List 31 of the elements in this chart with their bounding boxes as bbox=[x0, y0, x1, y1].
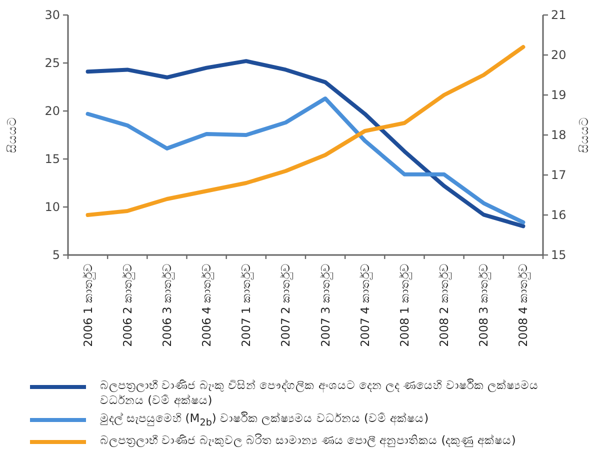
line-series bbox=[86, 96, 526, 224]
y-tick-label: 5 bbox=[52, 248, 60, 262]
y2-tick-label: 16 bbox=[551, 208, 566, 222]
x-tick-label: 2006 2 කාර්තුව bbox=[120, 263, 134, 347]
x-tick-label: 2006 4 කාර්තුව bbox=[200, 263, 214, 347]
y-axis-title: සියයට bbox=[5, 117, 19, 153]
x-tick-label: 2007 1 කාර්තුව bbox=[239, 263, 254, 347]
y2-axis-title: සියයට bbox=[577, 117, 591, 153]
x-tick-label: 2008 3 කාර්තුව bbox=[476, 263, 491, 347]
legend-label: බලපත්‍රලාභී වාණිජ බැංකු විසින් පෞද්ගලික අංශයට දෙන ලද ණයෙහි වාර්ෂික ලක්ෂ්‍යමය වර්ධනය (වම් අක්ෂය) bbox=[100, 378, 540, 408]
x-tick-label: 2008 2 කාර්තුව bbox=[437, 263, 452, 347]
x-tick-label: 2007 2 කාර්තුව bbox=[278, 263, 293, 347]
x-tick-label: 2008 1 කාර්තුව bbox=[397, 263, 412, 347]
y2-tick-label: 21 bbox=[551, 8, 566, 22]
y2-tick-label: 18 bbox=[551, 128, 566, 142]
y-tick-label: 25 bbox=[44, 56, 60, 70]
y-tick-label: 20 bbox=[44, 104, 60, 118]
legend-label: බලපත්‍රලාභී වාණිජ බැංකුවල බරිත සාමාන්‍ය ණය පොලී අනුපාතිකය (දකුණු අක්ෂය) bbox=[100, 433, 516, 448]
y-tick-label: 15 bbox=[44, 152, 60, 166]
y-tick-label: 30 bbox=[44, 8, 60, 22]
x-tick-label: 2007 4 කාර්තුව bbox=[358, 263, 372, 347]
x-tick-label: 2008 4 කාර්තුව bbox=[516, 263, 530, 347]
x-tick-label: 2006 1 කාර්තුව bbox=[80, 263, 95, 347]
legend-label: මුදල් සැපයුමෙහි (M$_{2b}$) වාර්ෂික ලක්ෂ්‍යමය වර්ධනය (වම් අක්ෂය) bbox=[100, 411, 429, 430]
x-tick-label: 2006 3 කාර්තුව bbox=[160, 263, 174, 347]
y2-tick-label: 17 bbox=[551, 168, 566, 182]
y-tick-label: 10 bbox=[44, 200, 60, 214]
y2-tick-label: 19 bbox=[551, 88, 566, 102]
y2-tick-label: 20 bbox=[551, 48, 566, 62]
y2-tick-label: 15 bbox=[551, 248, 566, 262]
x-tick-label: 2007 3 කාර්තුව bbox=[318, 263, 332, 347]
